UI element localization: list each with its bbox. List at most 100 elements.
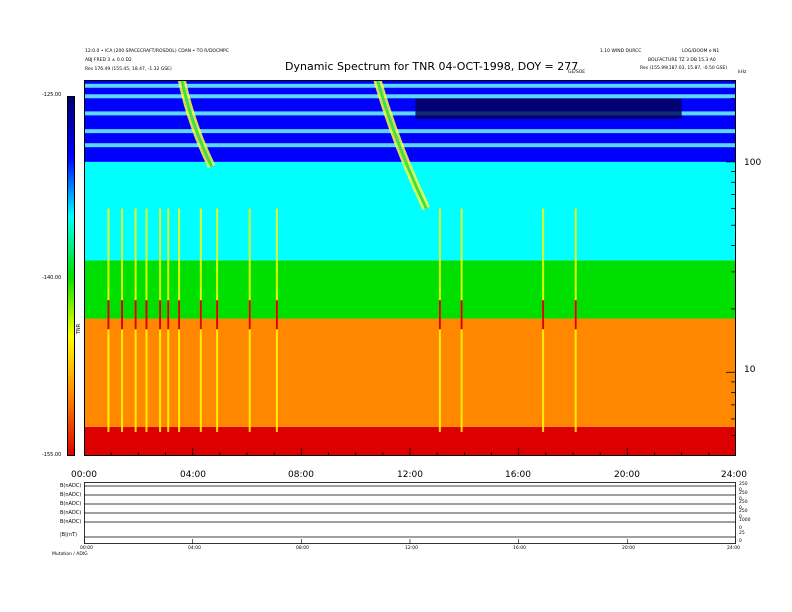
left-info-line-2: ABJ FRED 3 ± 0.0 D2 xyxy=(85,58,132,63)
panel-right-label-1: 250 xyxy=(739,482,748,487)
impulsive-core-12 xyxy=(460,300,463,330)
colorbar xyxy=(67,96,75,456)
panel-time-tick-4: 04:00 xyxy=(188,546,201,551)
panel-right-label-10: 0 xyxy=(739,526,742,531)
panel-right-label-9: 1000 xyxy=(739,518,751,523)
right-info-line-4: Res (155.99(187.03, 15.87, -0.50 GSE) xyxy=(640,66,728,71)
spectrogram-frame xyxy=(84,80,736,456)
impulsive-streak-13 xyxy=(542,208,545,456)
impulsive-core-10 xyxy=(275,300,278,330)
impulsive-base-2 xyxy=(134,432,138,456)
panel-right-label-7: 250 xyxy=(739,509,748,514)
panel-time-tick-16: 16:00 xyxy=(513,546,526,551)
chart-title: Dynamic Spectrum for TNR 04-OCT-1998, DO… xyxy=(285,60,579,73)
panel-label-3: B(nADC) xyxy=(60,501,82,507)
impulsive-streak-12 xyxy=(460,208,463,456)
freq-tick-10: 10 xyxy=(744,365,756,375)
panel-label-4: B(nADC) xyxy=(60,510,82,516)
panel-right-label-4: 0 xyxy=(739,497,742,502)
impulsive-base-4 xyxy=(158,432,162,456)
freq-tick-100: 100 xyxy=(744,158,762,168)
impulsive-streak-3 xyxy=(145,208,148,456)
impulsive-base-9 xyxy=(248,432,252,456)
bright-line-3 xyxy=(84,94,736,99)
right-info-line-2: LOG/DOOM e N1 xyxy=(682,49,720,54)
drifting-burst-core-1 xyxy=(375,80,428,210)
impulsive-streak-5 xyxy=(167,208,170,456)
impulsive-streak-2 xyxy=(134,208,137,456)
impulsive-core-0 xyxy=(107,300,110,330)
bright-line-1 xyxy=(84,129,736,134)
impulsive-core-3 xyxy=(145,300,148,330)
drifting-burst-core-0 xyxy=(180,80,214,168)
impulsive-core-8 xyxy=(216,300,219,330)
bright-line-4 xyxy=(84,83,736,88)
panel-time-tick-24: 24:00 xyxy=(727,546,740,551)
spectrum-band-1 xyxy=(84,318,736,427)
panels-frame xyxy=(84,482,736,544)
left-info-line-3: Res 176.49 (155.45, 18.47, -1.32 GSE) xyxy=(85,67,172,72)
panel-right-label-5: 250 xyxy=(739,500,748,505)
impulsive-core-13 xyxy=(542,300,545,330)
impulsive-core-6 xyxy=(178,300,181,330)
impulsive-streak-11 xyxy=(438,208,441,456)
magnetometer-panels xyxy=(84,482,736,544)
panel-time-tick-12: 12:00 xyxy=(405,546,418,551)
panel-layer xyxy=(84,485,736,544)
spectrogram-layer xyxy=(84,80,736,456)
impulsive-base-7 xyxy=(199,432,203,456)
impulsive-streak-7 xyxy=(199,208,202,456)
spectrogram xyxy=(84,80,736,456)
panel-label-2: B(nADC) xyxy=(60,492,82,498)
right-small-tag: GE/SOE xyxy=(568,70,586,75)
impulsive-core-14 xyxy=(574,300,577,330)
impulsive-core-9 xyxy=(248,300,251,330)
impulsive-streak-4 xyxy=(159,208,162,456)
spectrum-band-2 xyxy=(84,260,736,319)
impulsive-core-2 xyxy=(134,300,137,330)
time-tick-0: 00:00 xyxy=(71,470,97,480)
impulsive-base-13 xyxy=(541,432,545,456)
impulsive-base-12 xyxy=(460,432,464,456)
time-tick-8: 08:00 xyxy=(288,470,314,480)
impulsive-streak-6 xyxy=(178,208,181,456)
panel-right-label-11: 25 xyxy=(739,531,745,536)
panel-label-5: B(nADC) xyxy=(60,519,82,525)
panel-time-tick-20: 20:00 xyxy=(622,546,635,551)
right-info-line-3: BOLFACTURE TZ 3 DB 15.3 A0 xyxy=(648,58,716,63)
panel-right-label-2: 0 xyxy=(739,488,742,493)
colorbar-tick-mid: -140.00 xyxy=(42,275,62,281)
panel-right-label-8: 0 xyxy=(739,515,742,520)
impulsive-base-3 xyxy=(144,432,148,456)
right-info-line-1: 1.10 WIND DURCC xyxy=(600,49,642,54)
colorbar-label: TNR xyxy=(76,323,83,335)
panel-right-label-6: 0 xyxy=(739,506,742,511)
impulsive-streak-9 xyxy=(248,208,251,456)
time-tick-20: 20:00 xyxy=(614,470,640,480)
time-tick-16: 16:00 xyxy=(505,470,531,480)
impulsive-core-7 xyxy=(199,300,202,330)
frequency-unit: kHz xyxy=(738,70,747,75)
impulsive-base-1 xyxy=(120,432,124,456)
impulsive-streak-8 xyxy=(216,208,219,456)
left-info-line-1: 12:0.0 • ICA (200 SPACECRAFT/ROSDOL) CDA… xyxy=(85,49,229,54)
panel-time-tick-8: 08:00 xyxy=(296,546,309,551)
impulsive-core-1 xyxy=(121,300,124,330)
colorbar-tick-top: -125.00 xyxy=(42,92,62,98)
impulsive-core-11 xyxy=(438,300,441,330)
impulsive-base-11 xyxy=(438,432,442,456)
impulsive-streak-0 xyxy=(107,208,110,456)
impulsive-base-0 xyxy=(106,432,110,456)
impulsive-base-8 xyxy=(215,432,219,456)
bright-line-0 xyxy=(84,143,736,148)
impulsive-base-14 xyxy=(574,432,578,456)
time-tick-4: 04:00 xyxy=(180,470,206,480)
panel-right-label-3: 250 xyxy=(739,491,748,496)
panel-label-1: B(nADC) xyxy=(60,483,82,489)
impulsive-core-5 xyxy=(167,300,170,330)
impulsive-streak-14 xyxy=(574,208,577,456)
impulsive-streak-1 xyxy=(121,208,124,456)
dark-patch xyxy=(415,98,682,119)
impulsive-base-10 xyxy=(275,432,279,456)
colorbar-tick-bottom: -155.00 xyxy=(42,452,62,458)
